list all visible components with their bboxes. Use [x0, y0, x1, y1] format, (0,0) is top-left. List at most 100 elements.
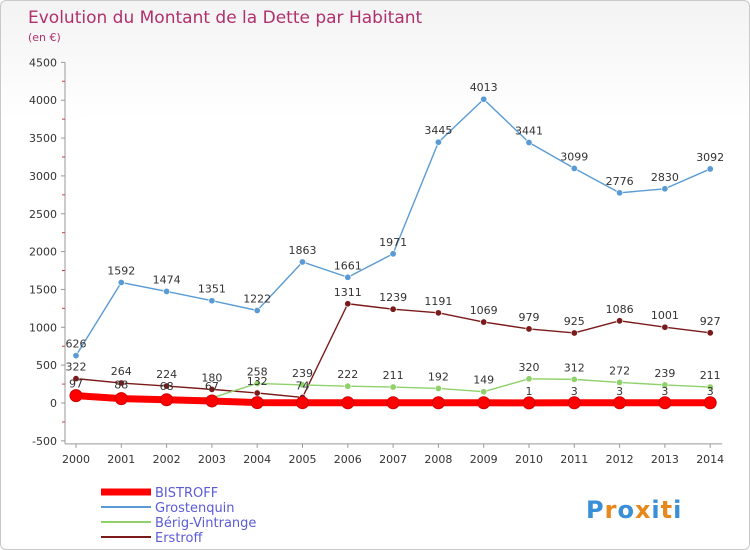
data-point	[661, 381, 669, 389]
data-label: 3	[571, 385, 578, 398]
legend-label: Grostenquin	[155, 501, 235, 516]
data-point	[344, 382, 352, 390]
axes: -500 0 500 1000 1500 2000 2500 3000 3500 4000 4500…	[29, 56, 724, 466]
data-point	[613, 396, 627, 410]
data-label: 239	[292, 367, 313, 380]
x-tick-label: 2001	[107, 453, 135, 466]
data-label: 3441	[515, 125, 543, 138]
x-tick-label: 2010	[515, 453, 543, 466]
data-point	[298, 258, 306, 266]
data-point	[253, 379, 261, 387]
data-point	[434, 138, 442, 146]
data-point	[480, 95, 488, 103]
data-point	[163, 287, 171, 295]
data-label: 264	[111, 365, 132, 378]
legend-label: Bérig-Vintrange	[155, 516, 256, 531]
data-point	[253, 389, 261, 397]
data-point	[208, 297, 216, 305]
x-tick-label: 2014	[696, 453, 724, 466]
data-point	[525, 325, 533, 333]
data-label: 3092	[696, 151, 724, 164]
x-tick-label: 2004	[243, 453, 271, 466]
y-tick-label: 4000	[29, 94, 57, 107]
y-tick-label: 3000	[29, 170, 57, 183]
data-point	[386, 396, 400, 410]
logo-letter: o	[617, 496, 635, 524]
data-point	[389, 305, 397, 313]
data-label: 3445	[424, 124, 452, 137]
data-label: 925	[564, 315, 585, 328]
data-point	[477, 396, 491, 410]
x-tick-label: 2000	[62, 453, 90, 466]
data-point	[570, 329, 578, 337]
x-tick-label: 2008	[424, 453, 452, 466]
data-label: 1	[526, 385, 533, 398]
data-label: 1239	[379, 291, 407, 304]
chart-title: Evolution du Montant de la Dette par Hab…	[28, 8, 423, 28]
data-label: 88	[114, 378, 128, 391]
data-label: 3	[707, 385, 714, 398]
y-tick-label: 3500	[29, 132, 57, 145]
data-label: 1191	[424, 295, 452, 308]
data-point	[341, 396, 355, 410]
data-label: 258	[247, 365, 268, 378]
data-point	[205, 394, 219, 408]
data-point	[117, 379, 125, 387]
legend-label: BISTROFF	[155, 486, 218, 501]
data-label: 68	[160, 380, 174, 393]
data-point	[389, 250, 397, 258]
data-point	[525, 139, 533, 147]
legend-label: Erstroff	[155, 531, 203, 546]
data-point	[661, 323, 669, 331]
y-tick-label: 1500	[29, 283, 57, 296]
data-point	[658, 396, 672, 410]
data-point	[296, 396, 309, 410]
data-point	[706, 329, 714, 337]
data-label: 222	[337, 368, 358, 381]
data-label: 322	[66, 361, 87, 374]
data-point	[567, 396, 581, 410]
legend: BISTROFFGrostenquinBérig-VintrangeErstro…	[101, 486, 256, 546]
data-point	[160, 393, 174, 407]
y-tick-label: 1000	[29, 321, 57, 334]
x-tick-label: 2012	[606, 453, 634, 466]
x-tick-label: 2005	[289, 453, 317, 466]
data-point	[117, 278, 125, 286]
data-label: 2830	[651, 171, 679, 184]
y-tick-label: 4500	[29, 56, 57, 69]
data-point	[706, 165, 714, 173]
data-point	[525, 375, 533, 383]
data-point	[72, 352, 80, 360]
logo-letter: P	[586, 496, 605, 524]
data-point	[69, 389, 83, 403]
logo-letter: t	[661, 496, 673, 524]
data-point	[570, 164, 578, 172]
data-label: 3	[616, 385, 623, 398]
data-point	[480, 388, 488, 396]
data-label: 1311	[334, 286, 362, 299]
data-label: 180	[201, 371, 222, 384]
x-tick-label: 2007	[379, 453, 407, 466]
data-label: 312	[564, 361, 585, 374]
data-point	[616, 378, 624, 386]
x-tick-label: 2009	[470, 453, 498, 466]
data-point	[703, 396, 717, 410]
data-label: 97	[69, 378, 83, 391]
data-point	[616, 317, 624, 325]
logo-letter: i	[673, 496, 682, 524]
y-tick-label: -500	[32, 435, 57, 448]
data-point	[208, 385, 216, 393]
data-label: 1971	[379, 236, 407, 249]
proxiti-logo: Proxiti	[586, 496, 682, 524]
data-point	[298, 381, 306, 389]
data-label: 1661	[334, 259, 362, 272]
data-label: 192	[428, 370, 449, 383]
x-tick-label: 2002	[153, 453, 181, 466]
data-point	[72, 375, 80, 383]
data-label: 1474	[153, 273, 181, 286]
series-line-grostenquin	[75, 98, 711, 356]
data-point	[706, 383, 714, 391]
data-label: 320	[519, 361, 540, 374]
data-label: 1592	[107, 264, 135, 277]
